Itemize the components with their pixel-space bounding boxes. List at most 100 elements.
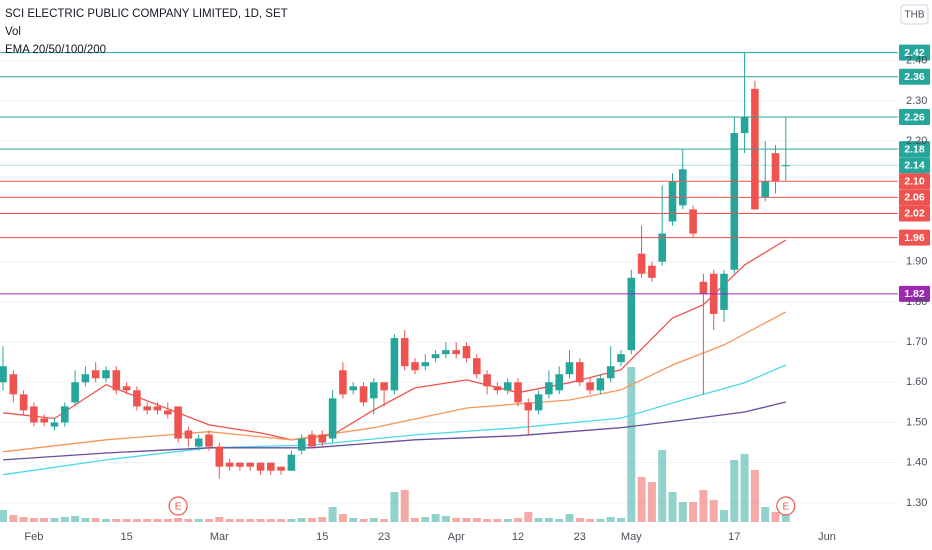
y-tick-label: 1.90 (906, 256, 927, 268)
volume-bar (503, 519, 512, 522)
currency-box[interactable] (900, 4, 929, 25)
candle-body (308, 434, 316, 447)
y-tick-label: 2.30 (906, 95, 927, 107)
level-label: 2.06 (904, 192, 925, 204)
volume-bar (524, 512, 533, 522)
volume-bar (308, 518, 316, 522)
candle-body (390, 338, 399, 391)
volume-bar (287, 519, 296, 522)
volume-bar (740, 454, 749, 522)
volume-bar (328, 507, 337, 522)
volume-bar (256, 519, 265, 522)
volume-bar (235, 519, 244, 522)
x-tick-label: May (621, 531, 642, 543)
y-tick-label: 1.60 (906, 376, 927, 388)
level-label-box (899, 68, 930, 85)
candle-body (40, 418, 48, 423)
candle-body (349, 386, 357, 391)
candle-body (81, 374, 90, 383)
volume-bar (81, 518, 90, 522)
y-tick-label: 2.20 (906, 135, 927, 147)
volume-bar (472, 518, 481, 522)
volume-bar (771, 512, 780, 522)
level-label-box (899, 44, 930, 61)
candle-body (514, 382, 522, 403)
volume-bar (627, 367, 636, 522)
candle-body (112, 370, 121, 391)
candle-body (19, 394, 28, 411)
volume-bar (225, 519, 234, 522)
y-tick-label: 1.70 (906, 336, 927, 348)
candle-body (359, 386, 368, 403)
candle-body (565, 362, 574, 375)
candle-body (555, 374, 563, 391)
axes: 1.30 1.40 1.50 1.60 1.70 1.80 1.90 2.20 2.30 2.40… (24, 55, 927, 543)
level-label-box (899, 285, 930, 302)
candle-body (658, 233, 666, 262)
level-label-box (899, 173, 930, 190)
candles (0, 52, 790, 479)
volume-bar (359, 519, 368, 522)
candle-body (473, 358, 481, 375)
candle-body (648, 265, 656, 278)
volume-bar (60, 517, 69, 522)
candle-body (194, 438, 203, 447)
volume-bar (689, 502, 698, 522)
candle-body (740, 116, 749, 134)
candle-body (617, 354, 625, 363)
candle-body (637, 253, 646, 274)
y-tick-label: 1.40 (906, 457, 927, 469)
candle-body (61, 406, 69, 423)
volume-bar (40, 518, 49, 522)
indicator-label: EMA 20/50/100/200 (5, 44, 106, 56)
candle-body (153, 406, 162, 411)
level-label-box (899, 141, 930, 158)
volume-bar (647, 482, 656, 522)
volume-bar (730, 460, 739, 522)
x-tick-label: 15 (316, 531, 328, 543)
candle-body (545, 382, 553, 395)
y-tick-label: 2.40 (906, 55, 927, 67)
volume-bar (483, 519, 492, 522)
volume-bar (709, 500, 718, 522)
volume-bar (29, 518, 38, 522)
candle-body (627, 277, 636, 351)
candle-body (586, 382, 594, 391)
event-marker (776, 496, 796, 516)
candle-body (452, 350, 460, 355)
candle-body (596, 378, 605, 391)
volume-bar (431, 514, 440, 522)
candle-body (668, 181, 677, 222)
y-tick-label: 1.30 (906, 497, 927, 509)
volume-bar (380, 519, 389, 522)
level-label: 1.82 (904, 288, 925, 300)
volume-bar (514, 518, 522, 522)
volume-bar (555, 519, 564, 522)
x-tick-label: Feb (24, 531, 43, 543)
volume-bar (400, 490, 409, 522)
candle-body (277, 466, 285, 471)
ema-line (2, 401, 786, 461)
x-tick-label: 12 (512, 531, 524, 543)
event-label: E (782, 502, 789, 513)
candle-body (122, 386, 131, 391)
candle-body (503, 382, 512, 391)
candle-body (9, 374, 18, 395)
candle-body (256, 462, 265, 471)
candle-body (699, 281, 708, 294)
volume-bar (390, 492, 399, 522)
candle-body (246, 462, 254, 467)
candle-body (50, 422, 59, 427)
volume-bar (91, 518, 100, 522)
volume-bar (534, 518, 543, 522)
volume-bar (658, 450, 667, 522)
volume-bar (575, 518, 584, 522)
x-tick-label: 15 (120, 531, 132, 543)
grid (0, 60, 898, 504)
candle-body (730, 133, 739, 270)
level-label: 2.14 (904, 159, 925, 171)
currency: THB (905, 10, 925, 21)
candle-body (133, 390, 141, 407)
volume-bar (338, 514, 347, 522)
level-label-box (899, 189, 930, 206)
